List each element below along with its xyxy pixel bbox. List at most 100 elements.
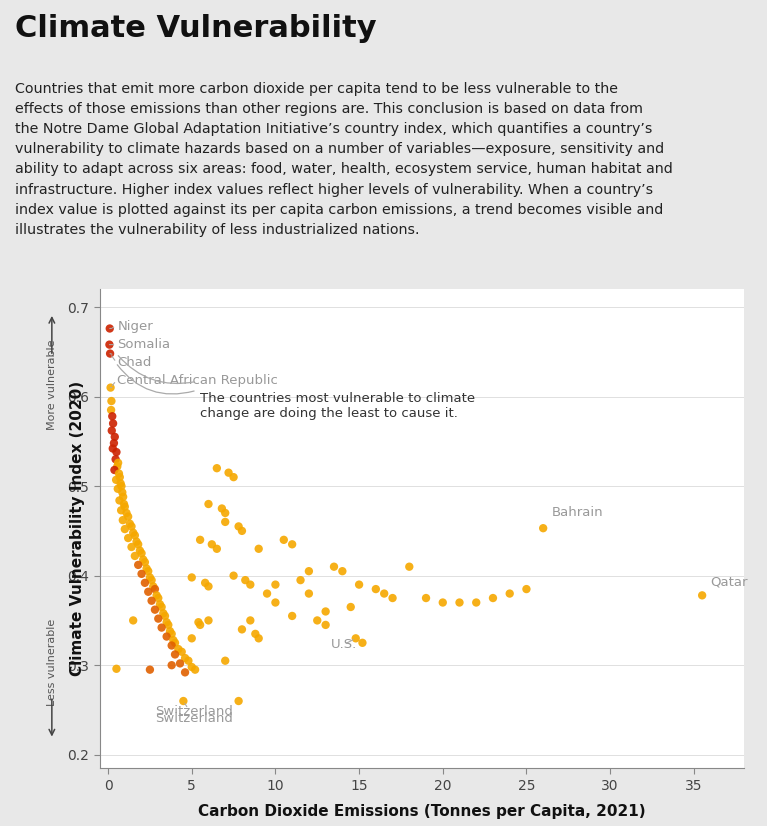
Point — [111, 460, 123, 473]
Point — [320, 619, 332, 632]
Point — [311, 614, 324, 627]
Point — [116, 486, 128, 499]
Point — [252, 632, 265, 645]
Text: Switzerland: Switzerland — [155, 704, 233, 724]
Point — [147, 580, 160, 593]
Point — [202, 580, 215, 593]
Point — [112, 482, 124, 496]
Text: Less vulnerable: Less vulnerable — [47, 620, 57, 706]
Point — [125, 540, 137, 553]
Point — [105, 403, 117, 416]
Point — [119, 523, 131, 536]
Point — [278, 534, 290, 547]
Point — [110, 662, 123, 676]
Point — [160, 615, 173, 629]
Point — [353, 578, 365, 591]
Point — [137, 553, 150, 566]
Point — [117, 514, 129, 527]
Point — [453, 596, 466, 609]
Point — [166, 638, 178, 652]
Point — [470, 596, 482, 609]
Text: Chad: Chad — [110, 354, 152, 369]
Point — [142, 585, 154, 598]
Point — [129, 549, 141, 563]
Point — [164, 624, 176, 638]
Point — [157, 606, 170, 620]
Point — [235, 525, 248, 538]
Point — [252, 542, 265, 555]
Point — [295, 573, 307, 586]
Point — [110, 445, 123, 458]
Point — [108, 463, 120, 477]
Point — [193, 615, 205, 629]
Point — [194, 619, 206, 632]
Point — [122, 531, 134, 544]
Text: Switzerland: Switzerland — [155, 705, 233, 719]
Point — [132, 558, 144, 572]
Point — [114, 471, 126, 484]
Point — [211, 542, 223, 555]
Point — [112, 456, 124, 469]
Point — [387, 591, 399, 605]
Text: More vulnerable: More vulnerable — [47, 339, 57, 430]
Point — [303, 587, 315, 601]
Point — [106, 424, 118, 437]
Point — [160, 630, 173, 643]
Point — [336, 564, 348, 577]
Point — [104, 338, 116, 351]
Point — [115, 504, 127, 517]
Point — [176, 645, 188, 658]
Point — [106, 410, 118, 423]
Point — [127, 526, 140, 539]
Point — [350, 632, 362, 645]
Point — [202, 614, 215, 627]
Point — [186, 660, 198, 673]
Point — [537, 521, 549, 534]
Text: Climate Vulnerability: Climate Vulnerability — [15, 13, 377, 43]
Point — [249, 627, 262, 640]
Point — [219, 515, 232, 529]
Point — [105, 395, 117, 408]
Point — [520, 582, 532, 596]
Point — [194, 534, 206, 547]
Point — [378, 587, 390, 601]
Point — [167, 634, 179, 647]
Point — [504, 587, 516, 601]
Point — [114, 494, 126, 507]
Point — [136, 547, 148, 560]
Point — [696, 589, 708, 602]
Point — [244, 578, 256, 591]
Text: The countries most vulnerable to climate
change are doing the least to cause it.: The countries most vulnerable to climate… — [200, 392, 476, 420]
Point — [152, 591, 164, 605]
Point — [114, 477, 127, 490]
Point — [142, 564, 154, 577]
Point — [357, 636, 369, 649]
Point — [219, 506, 232, 520]
Point — [115, 480, 127, 493]
Point — [235, 623, 248, 636]
Point — [117, 491, 130, 504]
Text: Somalia: Somalia — [110, 338, 170, 351]
Point — [244, 614, 256, 627]
Text: Bahrain: Bahrain — [551, 506, 603, 520]
Point — [123, 517, 136, 530]
Text: U.S.: U.S. — [331, 638, 357, 651]
Point — [107, 417, 119, 430]
Point — [173, 643, 185, 656]
Point — [239, 573, 252, 586]
Point — [370, 582, 382, 596]
Point — [143, 663, 156, 676]
Point — [132, 538, 144, 551]
Point — [146, 594, 158, 607]
Point — [108, 436, 120, 449]
Point — [286, 538, 298, 551]
Point — [420, 591, 432, 605]
Point — [149, 603, 161, 616]
Point — [152, 612, 164, 625]
Point — [129, 529, 141, 542]
Text: Central African Republic: Central African Republic — [110, 374, 278, 387]
Point — [186, 571, 198, 584]
Point — [211, 462, 223, 475]
Point — [166, 658, 178, 672]
Point — [110, 453, 122, 466]
